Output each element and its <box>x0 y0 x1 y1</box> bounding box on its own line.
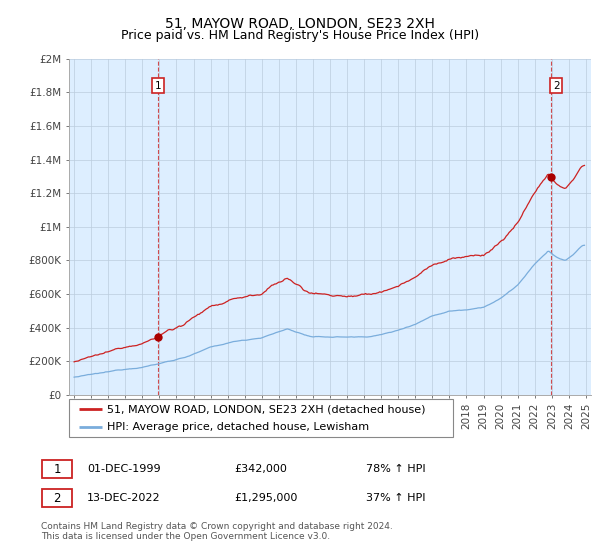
Text: 51, MAYOW ROAD, LONDON, SE23 2XH: 51, MAYOW ROAD, LONDON, SE23 2XH <box>165 17 435 31</box>
Text: £342,000: £342,000 <box>234 464 287 474</box>
Text: 2: 2 <box>553 81 559 91</box>
Text: 2: 2 <box>53 492 61 505</box>
FancyBboxPatch shape <box>69 399 453 437</box>
Text: 01-DEC-1999: 01-DEC-1999 <box>87 464 161 474</box>
Text: 13-DEC-2022: 13-DEC-2022 <box>87 493 161 503</box>
FancyBboxPatch shape <box>43 489 72 507</box>
Text: 1: 1 <box>53 463 61 476</box>
FancyBboxPatch shape <box>43 460 72 478</box>
Text: 51, MAYOW ROAD, LONDON, SE23 2XH (detached house): 51, MAYOW ROAD, LONDON, SE23 2XH (detach… <box>107 404 426 414</box>
Text: Price paid vs. HM Land Registry's House Price Index (HPI): Price paid vs. HM Land Registry's House … <box>121 29 479 42</box>
Text: Contains HM Land Registry data © Crown copyright and database right 2024.
This d: Contains HM Land Registry data © Crown c… <box>41 522 392 542</box>
Text: £1,295,000: £1,295,000 <box>234 493 298 503</box>
Text: 37% ↑ HPI: 37% ↑ HPI <box>366 493 425 503</box>
Text: HPI: Average price, detached house, Lewisham: HPI: Average price, detached house, Lewi… <box>107 422 370 432</box>
Text: 78% ↑ HPI: 78% ↑ HPI <box>366 464 425 474</box>
Text: 1: 1 <box>155 81 161 91</box>
